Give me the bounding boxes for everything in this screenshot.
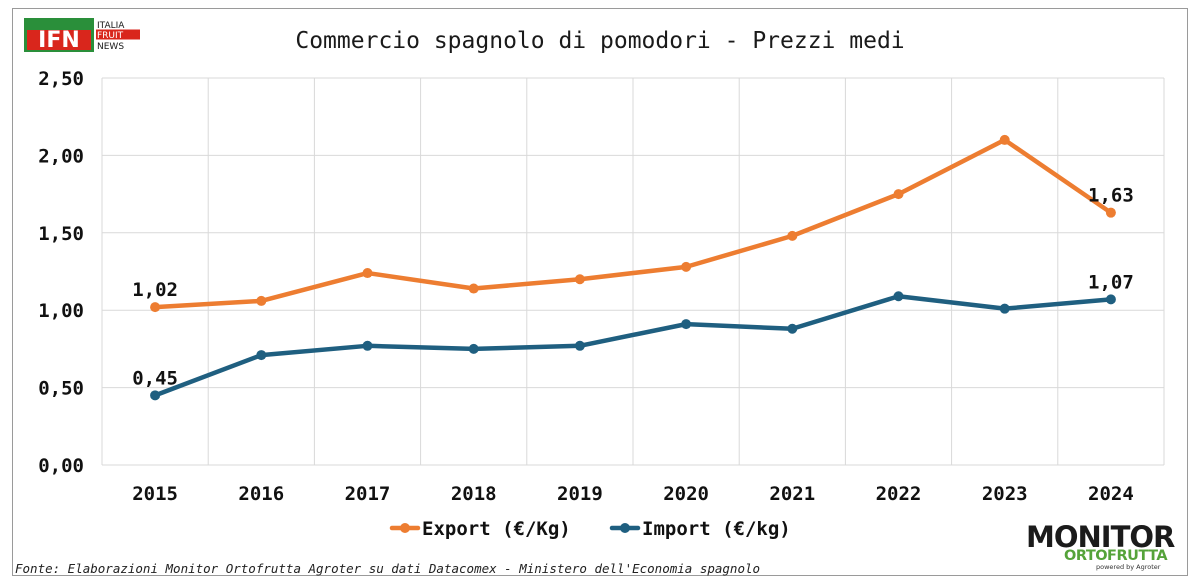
data-label: 1,07: [1088, 271, 1134, 293]
y-tick-label: 1,00: [38, 300, 84, 322]
data-point: [574, 274, 585, 285]
series-group: [150, 134, 1116, 401]
legend-label: Import (€/kg): [642, 518, 791, 540]
brand-line1: MONITOR: [1026, 520, 1175, 554]
data-point: [999, 134, 1010, 145]
ifn-logo-red: [27, 30, 91, 50]
data-point: [681, 319, 692, 330]
y-tick-label: 0,50: [38, 378, 84, 400]
data-point: [574, 340, 585, 351]
data-point: [999, 303, 1010, 314]
data-point: [1105, 294, 1116, 305]
ifn-logo-line1: ITALIA: [97, 21, 125, 31]
x-tick-label: 2015: [132, 483, 178, 505]
data-label: 1,63: [1088, 185, 1134, 207]
y-tick-label: 0,00: [38, 455, 84, 477]
brand-powered: powered by Agroter: [1096, 563, 1161, 571]
x-tick-label: 2016: [238, 483, 284, 505]
monitor-ortofrutta-logo: MONITOR ORTOFRUTTA powered by Agroter: [1026, 520, 1186, 572]
x-tick-label: 2022: [876, 483, 922, 505]
legend-swatch-marker: [400, 523, 410, 533]
data-point: [468, 283, 479, 294]
legend-swatch-marker: [620, 523, 630, 533]
x-tick-label: 2024: [1088, 483, 1134, 505]
chart-title: Commercio spagnolo di pomodori - Prezzi …: [295, 28, 905, 54]
data-point: [150, 302, 161, 313]
x-axis-labels: 2015 2016 2017 2018 2019 2020 2021 2022 2023 2024: [132, 483, 1134, 505]
y-axis-labels: 0,00 0,50 1,00 1,50 2,00 2,50: [38, 68, 84, 477]
data-labels: 1,02 1,63 0,45 1,07: [132, 185, 1134, 390]
x-tick-label: 2023: [982, 483, 1028, 505]
source-note: Fonte: Elaborazioni Monitor Ortofrutta A…: [15, 561, 761, 576]
x-tick-label: 2017: [345, 483, 391, 505]
ifn-logo-line2: FRUIT: [97, 31, 124, 41]
x-tick-label: 2019: [557, 483, 603, 505]
ifn-logo: IFN ITALIA FRUIT NEWS: [24, 18, 140, 52]
y-tick-label: 1,50: [38, 223, 84, 245]
series-line-export: [152, 137, 1114, 310]
legend: Export (€/Kg) Import (€/kg): [389, 518, 791, 540]
data-point: [787, 323, 798, 334]
data-point: [362, 340, 373, 351]
data-point: [893, 291, 904, 302]
data-point: [150, 390, 161, 401]
data-point: [681, 261, 692, 272]
ifn-logo-fruit-bg: [96, 29, 140, 40]
data-point: [256, 295, 267, 306]
data-point: [468, 343, 479, 354]
data-point: [893, 189, 904, 200]
grid-lines: [101, 77, 1165, 466]
data-point: [256, 350, 267, 361]
legend-label: Export (€/Kg): [422, 518, 571, 540]
brand-line2: ORTOFRUTTA: [1064, 548, 1168, 564]
ifn-logo-line3: NEWS: [97, 42, 124, 52]
x-tick-label: 2018: [451, 483, 497, 505]
y-tick-label: 2,50: [38, 68, 84, 90]
ifn-logo-text: IFN: [38, 28, 80, 52]
y-tick-label: 2,00: [38, 145, 84, 167]
data-point: [362, 268, 373, 279]
series-line-import: [152, 294, 1114, 398]
data-label: 0,45: [132, 367, 178, 389]
data-point: [787, 230, 798, 241]
data-point: [1105, 207, 1116, 218]
x-tick-label: 2020: [663, 483, 709, 505]
x-tick-label: 2021: [769, 483, 815, 505]
data-label: 1,02: [132, 279, 178, 301]
